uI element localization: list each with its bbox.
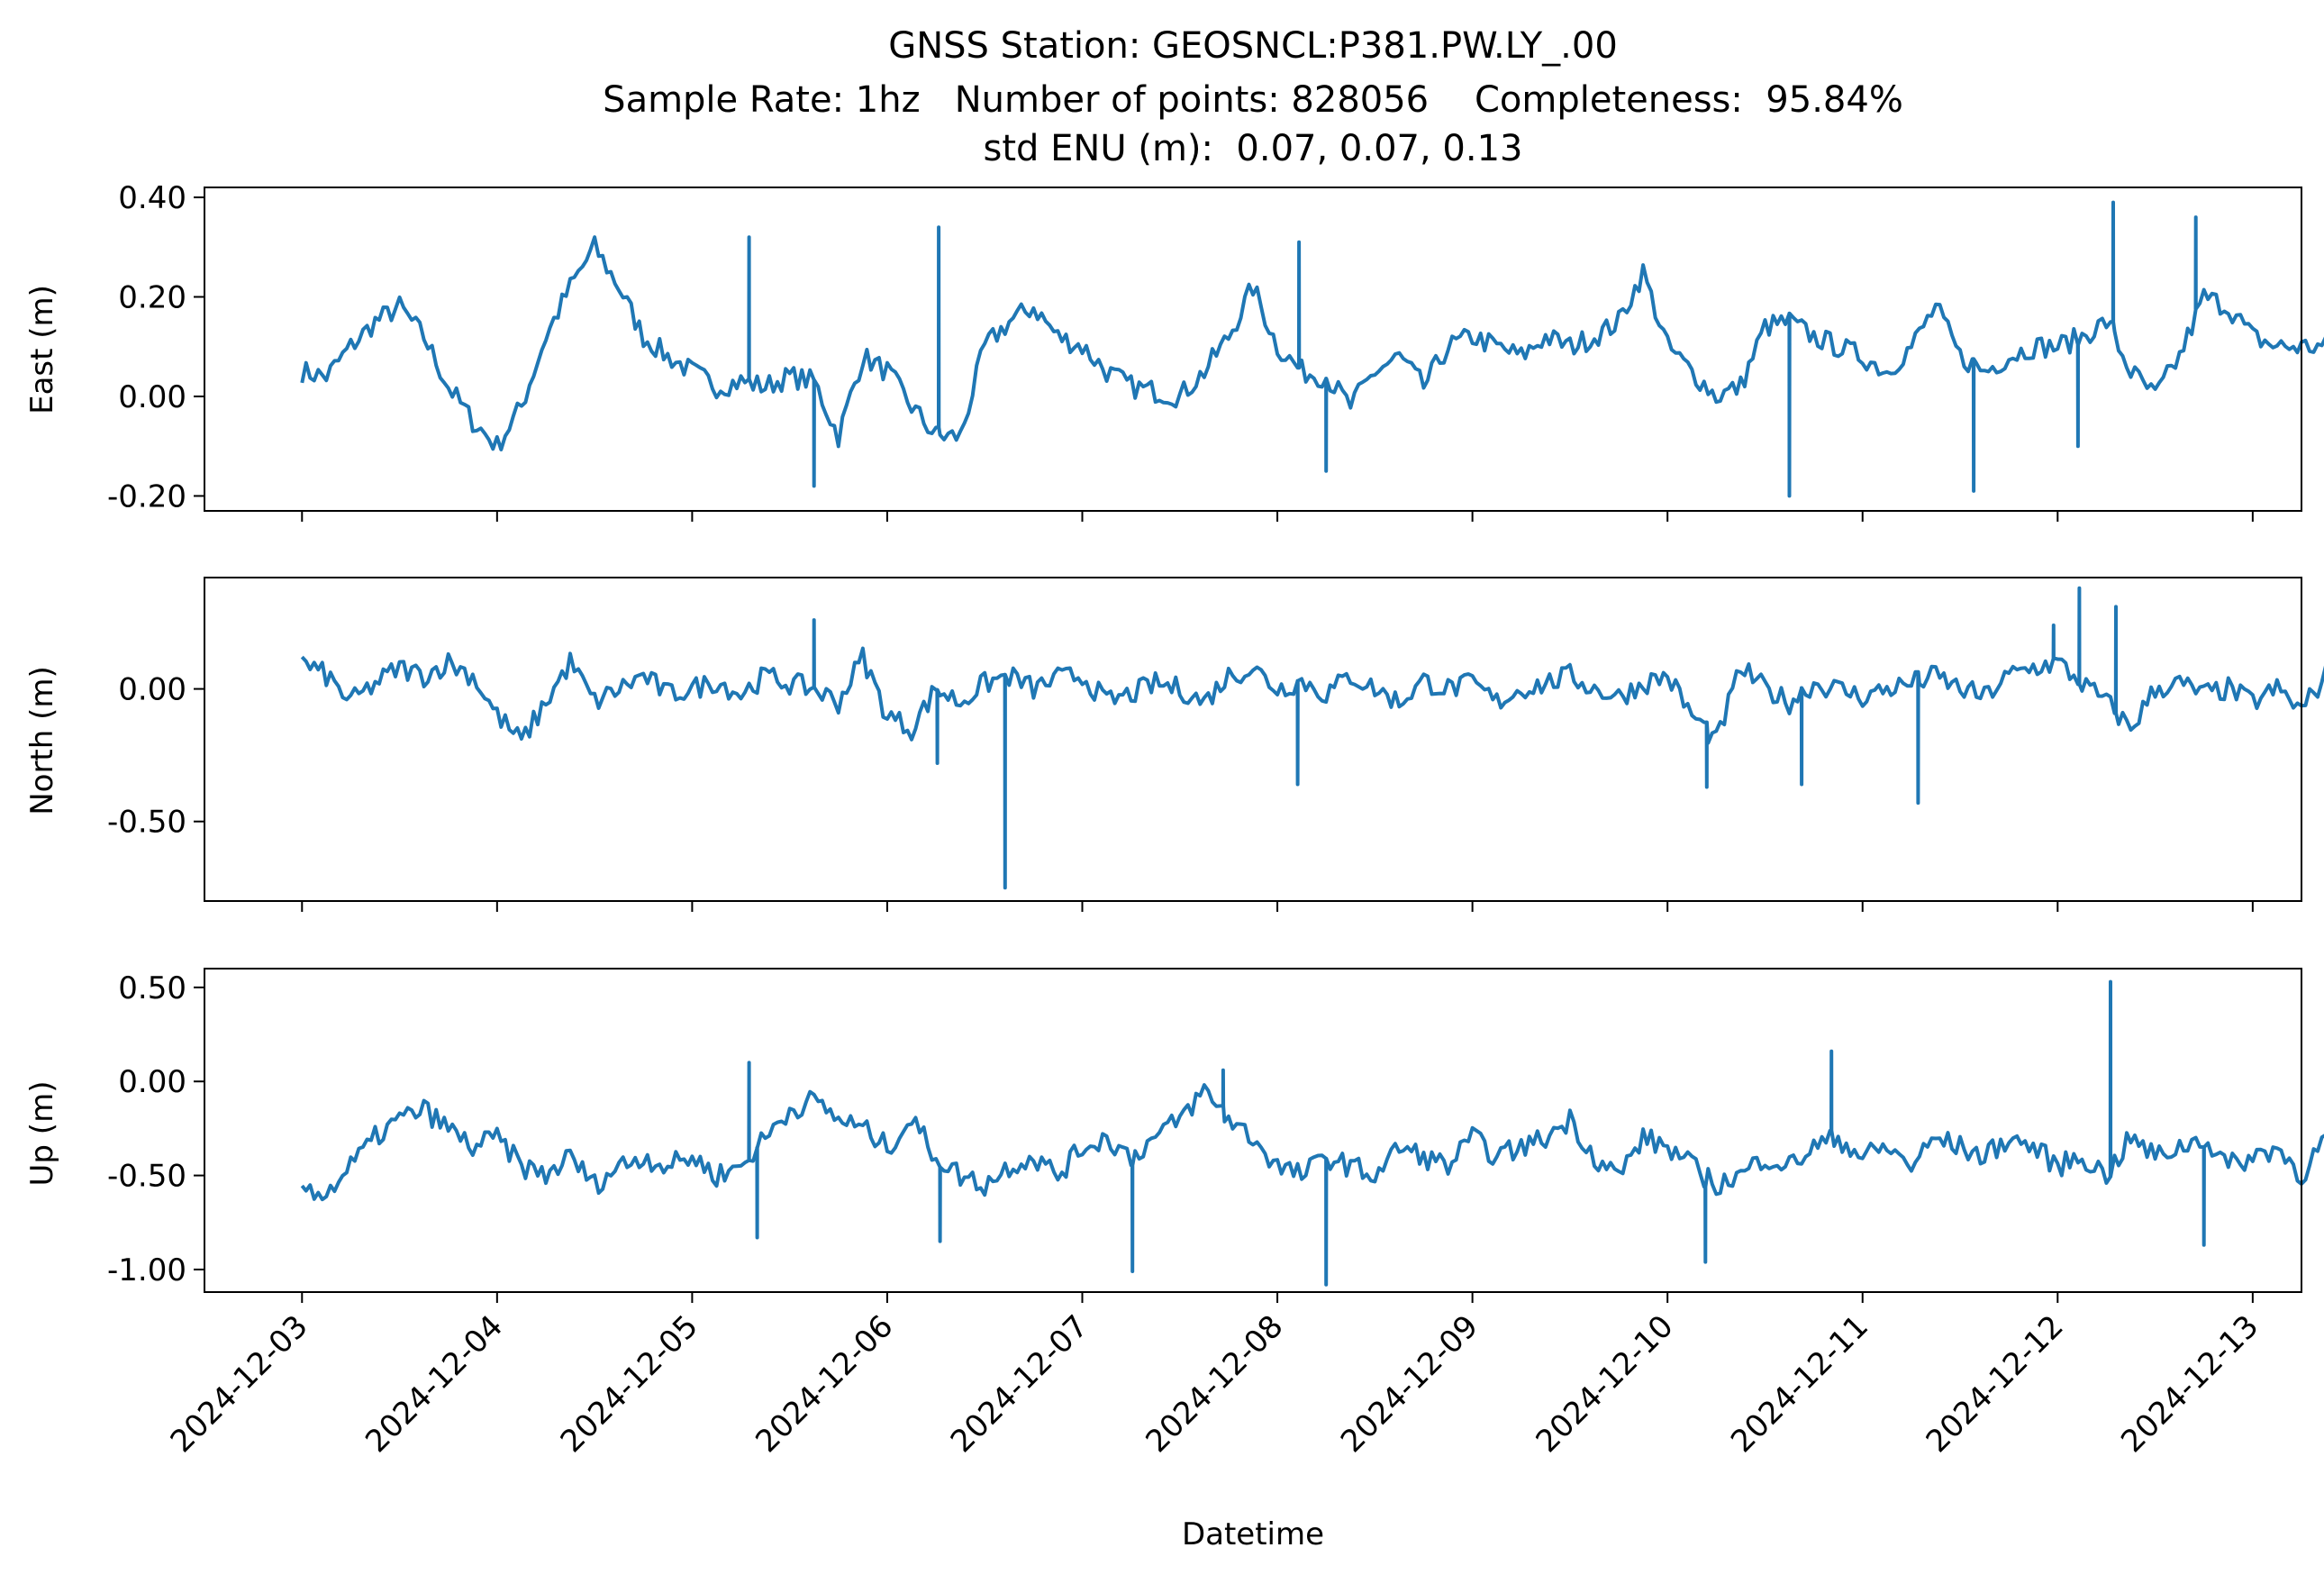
y-tick-label-0-0: -0.20 [107,478,186,514]
y-tick-label-0-3: 0.40 [118,180,186,216]
series-line-2 [300,979,2324,1287]
y-tick-label-2-1: -0.50 [107,1159,186,1195]
north-ylabel: North (m) [24,666,60,815]
east-ylabel: East (m) [24,285,60,414]
y-tick-label-2-3: 0.50 [118,970,186,1006]
plot-frame-2 [204,968,2302,1293]
y-tick-label-1-1: 0.00 [118,672,186,708]
plot-frame-1 [204,577,2302,902]
series-line-1 [300,586,2324,890]
y-tick-label-1-0: -0.50 [107,805,186,841]
chart-title: GNSS Station: GEOSNCL:P381.PW.LY_.00 [888,25,1618,67]
y-tick-label-0-1: 0.00 [118,379,186,415]
north-panel: North (m) -0.50 0.00 [24,577,2324,912]
up-ylabel: Up (m) [24,1081,60,1187]
chart-subtitle-line-2: std ENU (m): 0.07, 0.07, 0.13 [984,128,1523,169]
y-tick-label-0-2: 0.20 [118,280,186,316]
chart-subtitle-line-1: Sample Rate: 1hz Number of points: 82805… [603,79,1903,121]
plot-frame-0 [204,187,2302,512]
x-axis-label: Datetime [1182,1516,1324,1552]
y-tick-label-2-0: -1.00 [107,1252,186,1288]
y-tick-label-2-2: 0.00 [118,1064,186,1100]
east-panel: East (m) -0.20 0.00 0.20 0.40 [24,180,2324,522]
series-line-0 [300,200,2324,498]
